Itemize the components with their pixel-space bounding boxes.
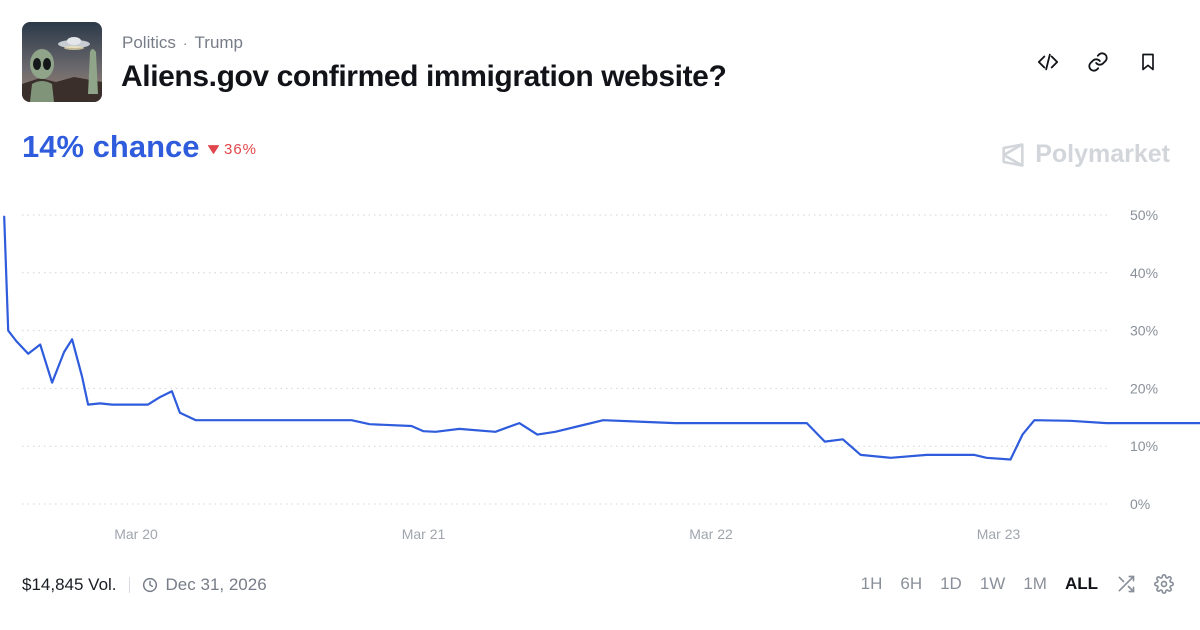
bookmark-button[interactable]: [1136, 48, 1160, 76]
code-icon: [1037, 53, 1059, 71]
link-icon: [1088, 52, 1108, 72]
y-tick-label: 40%: [1130, 265, 1158, 281]
change-badge: 36%: [208, 141, 257, 158]
chance-value: 14% chance: [22, 129, 200, 164]
breadcrumb-subcategory[interactable]: Trump: [194, 33, 244, 52]
x-tick-label: Mar 20: [114, 526, 158, 542]
change-value: 36%: [224, 141, 258, 158]
range-1w[interactable]: 1W: [979, 574, 1006, 593]
market-meta: $14,845 Vol. Dec 31, 2026: [22, 575, 267, 595]
end-date-label: Dec 31, 2026: [165, 575, 267, 594]
shuffle-button[interactable]: [1116, 574, 1136, 594]
clock-icon: [142, 577, 157, 593]
x-tick-label: Mar 23: [977, 526, 1021, 542]
time-range-selector: 1H 6H 1D 1W 1M ALL: [861, 574, 1174, 594]
header-actions: [1036, 48, 1160, 76]
breadcrumb: Politics · Trump: [122, 33, 243, 53]
end-date: Dec 31, 2026: [142, 575, 267, 595]
meta-divider: [128, 577, 130, 593]
settings-button[interactable]: [1154, 574, 1174, 594]
series-line: [3, 215, 1200, 461]
y-tick-label: 30%: [1130, 323, 1158, 339]
gear-icon: [1154, 574, 1174, 594]
range-1m[interactable]: 1M: [1023, 574, 1047, 593]
copy-link-button[interactable]: [1086, 48, 1110, 76]
price-chart[interactable]: 0% 10% 20% 30% 40% 50% Mar 20 Mar 21 Mar 22 Mar …: [0, 190, 1200, 550]
range-6h[interactable]: 6H: [900, 574, 923, 593]
range-all[interactable]: ALL: [1064, 574, 1098, 593]
embed-button[interactable]: [1036, 48, 1060, 76]
y-tick-label: 10%: [1130, 438, 1158, 454]
polymarket-icon: [1002, 142, 1024, 167]
polymarket-logo: Polymarket: [999, 140, 1170, 169]
brand-name: Polymarket: [1035, 140, 1170, 168]
range-1h[interactable]: 1H: [860, 574, 883, 593]
market-thumbnail: [22, 22, 102, 102]
y-tick-label: 20%: [1130, 380, 1158, 396]
triangle-down-icon: [208, 145, 219, 154]
market-title: Aliens.gov confirmed immigration website…: [121, 60, 727, 93]
x-tick-label: Mar 22: [689, 526, 733, 542]
shuffle-icon: [1118, 575, 1135, 593]
y-tick-label: 0%: [1130, 496, 1150, 512]
breadcrumb-category[interactable]: Politics: [122, 33, 176, 52]
y-tick-label: 50%: [1130, 207, 1158, 223]
x-tick-label: Mar 21: [402, 526, 446, 542]
range-1d[interactable]: 1D: [940, 574, 962, 593]
bookmark-icon: [1142, 53, 1154, 71]
breadcrumb-separator: ·: [182, 35, 188, 51]
volume: $14,845 Vol.: [22, 575, 117, 594]
